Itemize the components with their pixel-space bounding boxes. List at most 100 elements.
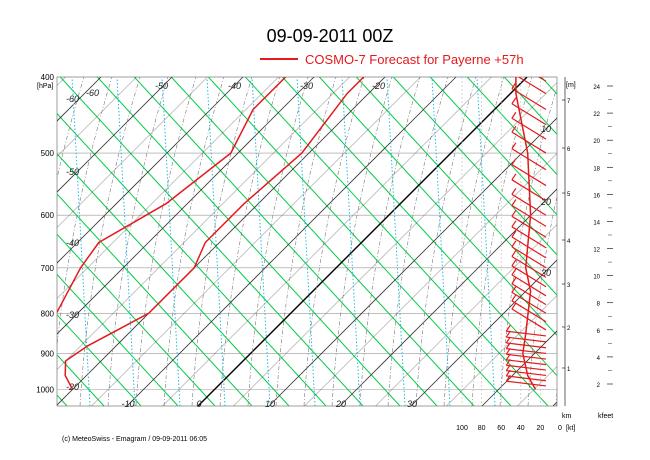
moist-adiabat bbox=[57, 77, 85, 180]
wind-barb bbox=[506, 330, 547, 337]
moist-adiabat bbox=[359, 77, 421, 406]
wind-barb bbox=[511, 236, 547, 259]
dry-adiabat bbox=[355, 77, 557, 296]
mixing-ratio-line bbox=[71, 77, 91, 406]
wind-tick-label: 60 bbox=[497, 425, 505, 432]
wind-barb bbox=[511, 164, 547, 187]
wind-barb-flag bbox=[511, 111, 517, 119]
profiles bbox=[57, 67, 547, 390]
height-tick-label: 2 bbox=[567, 326, 571, 332]
wind-barb bbox=[511, 131, 547, 154]
wind-barb-flag bbox=[511, 286, 517, 293]
mixing-ratio-line bbox=[296, 77, 316, 406]
wind-barb-flag bbox=[511, 209, 517, 217]
kfeet-tick-label: 8 bbox=[597, 302, 601, 308]
isotherm bbox=[162, 77, 492, 406]
dry-adiabat bbox=[59, 77, 364, 406]
wind-barb-flag bbox=[511, 240, 517, 248]
wind-barb bbox=[506, 348, 547, 355]
isotherm-label: -20 bbox=[66, 382, 79, 392]
wind-tick-label: 0 bbox=[558, 425, 562, 432]
isotherm bbox=[268, 117, 557, 406]
mixing-ratio-label: 20 bbox=[540, 197, 551, 207]
mixing-ratio-line bbox=[161, 77, 181, 406]
isotherm-label: -50 bbox=[66, 167, 79, 177]
mixing-ratio-label: 30 bbox=[541, 268, 551, 278]
isotherm bbox=[57, 77, 173, 193]
moist-adiabat bbox=[219, 77, 281, 406]
dry-adiabat bbox=[57, 273, 179, 406]
mixing-ratio-line bbox=[341, 77, 361, 406]
isotherm-label: -20 bbox=[372, 81, 385, 91]
isotherm bbox=[57, 77, 386, 406]
wind-barb bbox=[511, 246, 547, 269]
mixing-ratio-line bbox=[251, 77, 271, 406]
isotherm-label: -30 bbox=[66, 310, 79, 320]
wind-barb bbox=[511, 283, 547, 306]
isotherm-label: -50 bbox=[155, 81, 168, 91]
kfeet-tick-label: 12 bbox=[593, 248, 600, 254]
wind-barb-flag bbox=[511, 125, 517, 133]
kfeet-tick-label: 6 bbox=[597, 329, 601, 335]
kfeet-tick-label: 14 bbox=[593, 220, 600, 226]
dry-adiabat bbox=[429, 77, 557, 216]
legend-label: COSMO-7 Forecast for Payerne +57h bbox=[305, 52, 524, 67]
series-line-wind-speed bbox=[515, 77, 537, 390]
isotherm bbox=[481, 330, 557, 406]
wind-barb-flag bbox=[512, 67, 516, 73]
series-line-temperature bbox=[64, 77, 365, 390]
wind-axis-label: [kt] bbox=[566, 425, 575, 432]
wind-barb-flag bbox=[511, 259, 517, 267]
height-tick-label: 1 bbox=[567, 367, 571, 373]
km-label: km bbox=[562, 413, 572, 420]
wind-barb bbox=[511, 300, 547, 323]
wind-tick-label: 20 bbox=[537, 425, 545, 432]
isotherm bbox=[197, 77, 528, 406]
height-tick-label: 4 bbox=[567, 239, 571, 245]
wind-barb bbox=[511, 215, 547, 238]
y-tick-label: 800 bbox=[41, 309, 55, 318]
chart-title: 09-09-2011 00Z bbox=[267, 26, 394, 46]
wind-barb bbox=[517, 77, 547, 95]
dry-adiabat bbox=[57, 193, 253, 406]
isotherm bbox=[233, 82, 557, 406]
wind-barb-flag bbox=[511, 97, 517, 105]
wind-barb bbox=[511, 308, 547, 331]
dry-adiabat bbox=[57, 313, 142, 406]
wind-barb-flag bbox=[511, 220, 517, 228]
mixing-ratio-line bbox=[431, 77, 451, 406]
y-tick-label: 600 bbox=[41, 211, 55, 220]
isotherm bbox=[57, 77, 350, 370]
dry-adiabat bbox=[318, 77, 557, 337]
moist-adiabat bbox=[584, 77, 644, 406]
dry-adiabat bbox=[466, 77, 557, 176]
dry-adiabat bbox=[133, 77, 438, 406]
isotherm bbox=[57, 77, 137, 157]
isotherm bbox=[410, 259, 557, 406]
kfeet-axis-label: kfeet bbox=[598, 413, 613, 420]
isotherm bbox=[624, 77, 650, 406]
moist-adiabat bbox=[135, 77, 197, 406]
dry-adiabat bbox=[96, 77, 401, 406]
wind-barb-flag bbox=[511, 268, 517, 276]
wind-barb bbox=[506, 364, 547, 371]
wind-barb-flag bbox=[511, 82, 517, 89]
isotherm bbox=[0, 77, 30, 406]
x-tick-label: 30 bbox=[407, 399, 417, 409]
x-tick-label: 20 bbox=[335, 399, 346, 409]
isotherm bbox=[57, 77, 66, 86]
dry-adiabat bbox=[281, 77, 557, 377]
dry-adiabat bbox=[207, 77, 512, 406]
wind-barb bbox=[511, 117, 547, 140]
moist-adiabat bbox=[640, 77, 650, 406]
isotherm bbox=[304, 153, 557, 406]
wind-barb-flag bbox=[511, 277, 517, 285]
wind-barb-flag bbox=[511, 158, 517, 165]
wind-barb bbox=[511, 265, 547, 288]
kfeet-tick-label: 24 bbox=[593, 85, 600, 91]
isotherm bbox=[446, 295, 557, 406]
dry-adiabat bbox=[57, 233, 216, 406]
